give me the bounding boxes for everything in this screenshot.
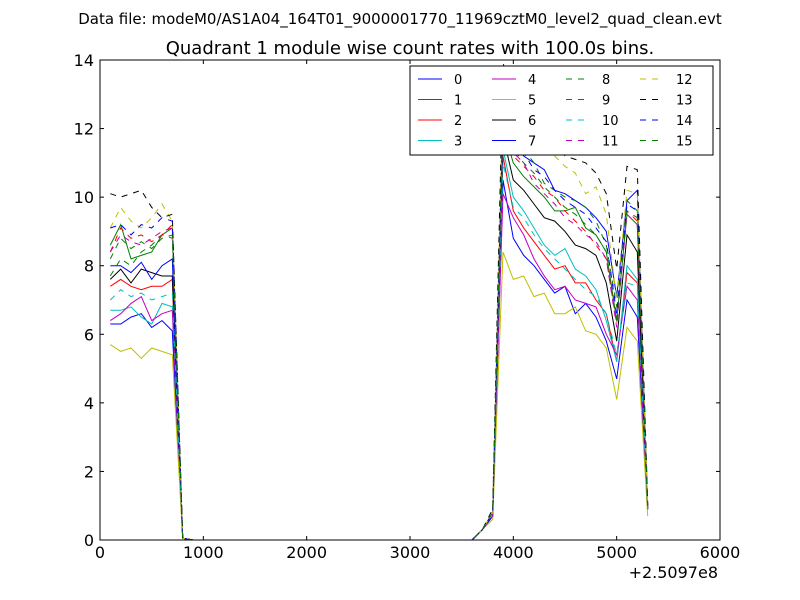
series-line-6 (109, 135, 649, 541)
legend-label-6: 6 (528, 114, 536, 129)
series-line-8 (109, 107, 649, 541)
legend-label-10: 10 (602, 114, 619, 129)
x-tick-label: 3000 (390, 543, 431, 562)
y-tick-label: 2 (84, 462, 94, 481)
y-tick-label: 10 (74, 188, 94, 207)
x-offset-label: +2.5097e8 (629, 563, 718, 582)
legend-label-2: 2 (454, 114, 462, 129)
series-line-0 (110, 179, 649, 541)
x-tick-label: 5000 (596, 543, 637, 562)
y-tick-label: 6 (84, 325, 94, 344)
series-line-3 (110, 148, 649, 541)
series-line-7 (110, 121, 649, 541)
series-line-15 (109, 114, 649, 541)
legend-label-1: 1 (454, 94, 462, 109)
y-tick-label: 14 (74, 51, 94, 70)
series-line-4 (110, 193, 649, 541)
series-line-11 (109, 128, 649, 541)
legend-label-3: 3 (454, 135, 462, 150)
legend-label-11: 11 (602, 135, 619, 150)
legend-label-14: 14 (676, 114, 693, 129)
series-line-5 (110, 251, 649, 541)
legend-label-5: 5 (528, 94, 536, 109)
y-tick-label: 8 (84, 257, 94, 276)
legend-box (409, 65, 714, 156)
series-line-14 (110, 111, 649, 541)
legend-label-0: 0 (454, 73, 462, 88)
x-tick-label: 1000 (183, 543, 224, 562)
y-tick-label: 0 (84, 531, 94, 550)
legend-label-15: 15 (676, 135, 693, 150)
x-tick-label: 2000 (286, 543, 327, 562)
legend-label-13: 13 (676, 94, 693, 109)
series-line-1 (109, 128, 649, 541)
x-tick-label: 0 (95, 543, 105, 562)
series-line-10 (109, 162, 649, 541)
x-tick-label: 6000 (700, 543, 741, 562)
legend-label-4: 4 (528, 73, 536, 88)
legend-label-12: 12 (676, 73, 693, 88)
chart-title: Quadrant 1 module wise count rates with … (166, 38, 655, 59)
y-tick-label: 12 (74, 120, 94, 139)
suptitle: Data file: modeM0/AS1A04_164T01_90000017… (78, 10, 722, 29)
legend-label-8: 8 (602, 73, 610, 88)
legend-label-9: 9 (602, 94, 610, 109)
series-line-9 (109, 124, 649, 541)
x-tick-label: 4000 (493, 543, 534, 562)
y-tick-label: 4 (84, 394, 94, 413)
legend-label-7: 7 (528, 135, 536, 150)
